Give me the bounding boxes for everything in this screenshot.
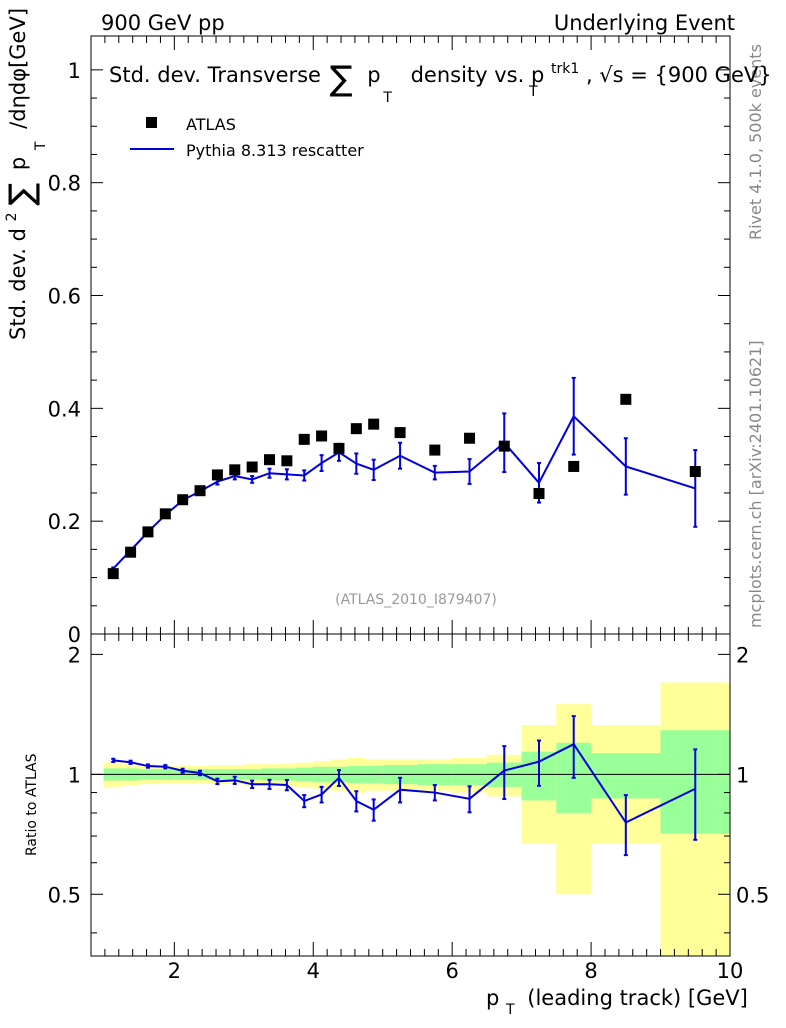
title-sum-symbol: ∑ [330, 59, 353, 99]
data-point [298, 433, 310, 445]
mcplots-label: mcplots.cern.ch [arXiv:2401.10621] [746, 340, 765, 628]
data-point [333, 442, 345, 454]
ylabel-prefix: Std. dev. d [6, 228, 30, 340]
ylabel-sub: T [33, 141, 49, 151]
ratio-mc-line [113, 742, 696, 824]
ratio-series [111, 715, 698, 857]
data-point [177, 494, 189, 506]
xlabel-sub: T [505, 1002, 515, 1018]
x-tick-label: 4 [307, 959, 320, 983]
ylabel-sup: 2 [4, 212, 20, 221]
ratio-bands [103, 682, 730, 956]
ratio-ylabel: Ratio to ATLAS [24, 753, 40, 856]
x-tick-label: 10 [717, 959, 744, 983]
main-plot: 0 0.2 0.4 0.6 0.8 1 Std. dev. Transverse ∑ p … [0, 8, 772, 647]
header-right: Underlying Event [554, 11, 735, 35]
xlabel-rest: (leading track) [GeV] [527, 986, 748, 1010]
data-point [464, 432, 476, 444]
data-point [264, 454, 276, 466]
ylabel-sum-symbol: ∑ [2, 183, 42, 206]
y-tick-label: 0 [68, 623, 81, 647]
data-point [142, 526, 154, 538]
legend-mc-label: Pythia 8.313 rescatter [186, 141, 364, 160]
data-point [394, 427, 406, 439]
y-tick-label: 0.6 [48, 285, 81, 309]
ratio-plot: 0.5 0.5 1 1 2 2 2 4 6 8 10 Ratio to ATLAS p T (lea… [24, 633, 769, 1019]
ratio-ticks: 0.5 0.5 1 1 2 2 2 4 6 8 10 [48, 634, 769, 983]
title-p-sub: T [528, 84, 538, 100]
data-point [620, 393, 632, 405]
ratio-xlabel: p T (leading track) [GeV] [486, 986, 748, 1019]
y-tick-label: 0.4 [48, 397, 81, 421]
x-tick-label: 8 [584, 959, 597, 983]
rivet-label: Rivet 4.1.0, 500k events [746, 44, 765, 240]
ratio-y-tick-label-right: 1 [736, 763, 749, 787]
title-sub: T [382, 90, 392, 106]
data-point [368, 418, 380, 430]
legend-data-label: ATLAS [186, 115, 236, 134]
ratio-y-tick-label-right: 2 [736, 643, 749, 667]
mc-series [111, 376, 698, 571]
data-point [194, 485, 206, 497]
main-ylabel: Std. dev. d 2 ∑ p T /dηdφ[GeV] [0, 8, 50, 340]
data-point [211, 469, 223, 481]
ratio-frame [90, 633, 731, 957]
ratio-y-tick-label-right: 0.5 [736, 883, 769, 907]
y-tick-label: 1 [68, 59, 81, 83]
ratio-y-tick-label: 0.5 [48, 883, 81, 907]
band-inner [591, 753, 661, 799]
data-point [159, 508, 171, 520]
ylabel-suffix: /dηdφ[GeV] [6, 8, 30, 129]
data-point [568, 460, 580, 472]
analysis-watermark: (ATLAS_2010_I879407) [335, 592, 497, 608]
title-mid: density vs. p [411, 63, 545, 87]
plot-title: Std. dev. Transverse ∑ p T density vs. p… [109, 54, 772, 107]
ylabel-p: p [6, 157, 30, 170]
legend-data-marker [146, 117, 157, 128]
title-end: , √s = {900 GeV} [586, 63, 772, 87]
data-series [107, 393, 701, 580]
ratio-y-tick-label: 2 [68, 643, 81, 667]
x-tick-label: 6 [445, 959, 458, 983]
y-tick-label: 0.8 [48, 172, 81, 196]
data-point [125, 546, 137, 558]
data-point [498, 440, 510, 452]
main-ticks: 0 0.2 0.4 0.6 0.8 1 [48, 36, 731, 647]
x-tick-label: 2 [168, 959, 181, 983]
title-p: p [367, 63, 380, 87]
data-point [246, 461, 258, 473]
data-point [281, 455, 293, 467]
data-point [350, 423, 362, 435]
title-prefix: Std. dev. Transverse [109, 63, 321, 87]
data-point [107, 568, 119, 580]
data-point [689, 466, 701, 478]
y-tick-label: 0.2 [48, 510, 81, 534]
data-point [316, 430, 328, 442]
ratio-y-tick-label: 1 [68, 763, 81, 787]
header-left: 900 GeV pp [101, 11, 225, 35]
xlabel-p: p [486, 986, 499, 1010]
data-point [229, 464, 241, 476]
data-point [429, 444, 441, 456]
data-point [533, 488, 545, 500]
title-sup: trk1 [551, 61, 579, 77]
